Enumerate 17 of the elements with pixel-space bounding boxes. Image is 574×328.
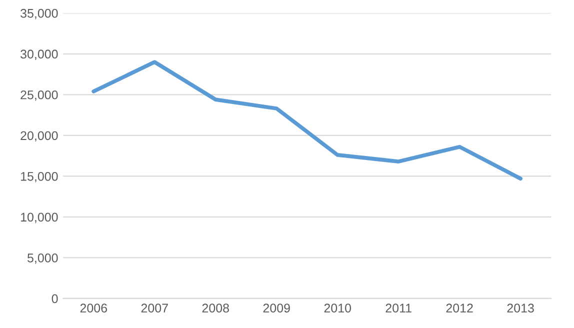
line-series [92, 60, 522, 181]
y-tick-label: 5,000 [28, 254, 58, 264]
y-tick-label: 35,000 [20, 8, 58, 20]
y-tick-label: 25,000 [20, 90, 58, 101]
x-tick-label: 2008 [202, 304, 229, 313]
x-tick-label: 2013 [507, 304, 534, 313]
y-tick-label: 30,000 [20, 50, 58, 60]
y-tick-label: 0 [52, 294, 58, 304]
x-tick-label: 2006 [80, 304, 107, 313]
y-tick-label: 20,000 [20, 131, 58, 142]
x-tick-label: 2010 [324, 304, 351, 313]
x-tick-label: 2007 [141, 304, 168, 313]
x-tick-label: 2012 [446, 304, 473, 313]
x-tick-label: 2011 [386, 304, 412, 313]
x-tick-label: 2009 [263, 304, 290, 313]
y-tick-label: 10,000 [21, 212, 58, 224]
y-tick-label: 15,000 [21, 172, 58, 182]
